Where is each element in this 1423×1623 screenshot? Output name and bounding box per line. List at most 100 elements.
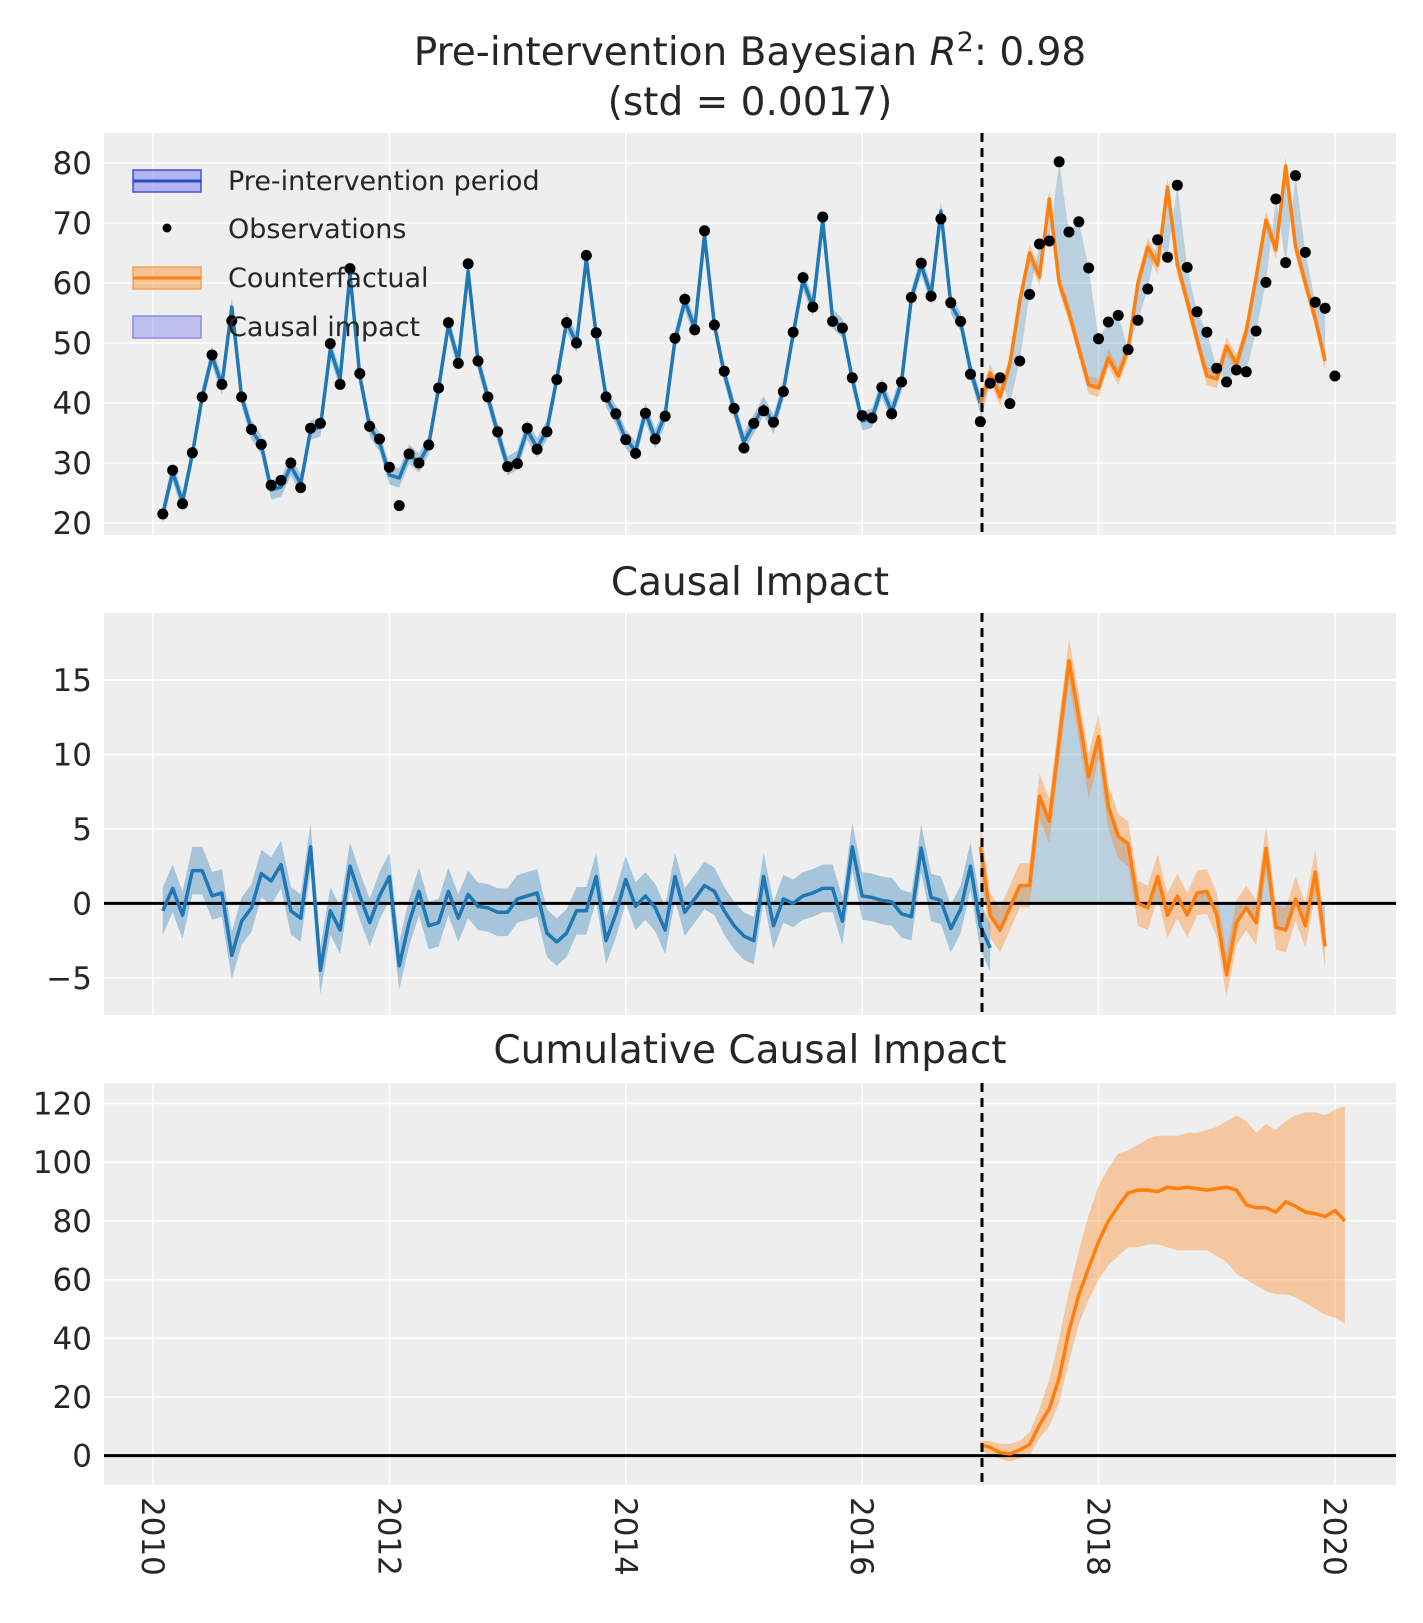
y-tick-label: 0 <box>72 886 92 922</box>
impact-area-fill <box>980 660 1326 975</box>
observation-point <box>255 438 267 450</box>
observation-point <box>935 213 947 225</box>
observation-point <box>1221 376 1233 388</box>
observation-point <box>1112 309 1124 321</box>
observation-point <box>305 422 317 434</box>
y-tick-label: 20 <box>53 1380 92 1416</box>
y-tick-label: 0 <box>72 1439 92 1475</box>
legend-item-causal-impact: Causal impact <box>132 312 420 343</box>
y-tick-label: 10 <box>53 737 92 773</box>
observation-point <box>1309 296 1321 308</box>
legend-item-pre-intervention: Pre-intervention period <box>132 166 540 197</box>
y-tick-labels: 120 100 80 60 40 20 0 <box>33 1087 92 1475</box>
observation-point <box>206 349 218 361</box>
legend-item-counterfactual: Counterfactual <box>132 263 429 294</box>
observation-point <box>728 402 740 414</box>
observation-point <box>610 408 622 420</box>
y-tick-label: 20 <box>53 506 92 542</box>
observation-point <box>827 315 839 327</box>
chart-subtitle: (std = 0.0017) <box>608 80 893 125</box>
observation-point <box>905 291 917 303</box>
observation-point <box>521 422 533 434</box>
observation-point <box>994 372 1006 384</box>
observation-point <box>718 365 730 377</box>
observation-point <box>561 317 573 329</box>
observation-point <box>1329 370 1341 382</box>
observation-point <box>817 211 829 223</box>
observation-point <box>915 257 927 269</box>
observation-point <box>157 508 169 520</box>
observation-point <box>964 368 976 380</box>
observation-point <box>364 420 376 432</box>
observation-point <box>1161 251 1173 263</box>
svg-text:Pre-intervention period: Pre-intervention period <box>228 166 540 197</box>
x-tick-label: 2018 <box>1080 1497 1116 1576</box>
observation-point <box>1043 235 1055 247</box>
cumulative-line <box>979 1185 1347 1456</box>
data-layer <box>157 156 1341 524</box>
y-tick-label: 100 <box>33 1145 92 1181</box>
observation-point <box>1024 288 1036 300</box>
observation-point <box>689 324 701 336</box>
y-tick-label: 60 <box>53 1263 92 1299</box>
observation-point <box>856 410 868 422</box>
svg-text:Observations: Observations <box>228 214 406 245</box>
observation-point <box>492 426 504 438</box>
observation-point <box>748 417 760 429</box>
panel-observations: 20 30 40 50 60 70 80 Pre-intervention Bayesian… <box>53 27 1396 542</box>
observation-point <box>659 410 671 422</box>
observation-point <box>630 447 642 459</box>
observation-point <box>708 319 720 331</box>
observation-point <box>1171 179 1183 191</box>
observation-point <box>886 408 898 420</box>
observation-point <box>472 355 484 367</box>
observation-point <box>1004 398 1016 410</box>
observation-point <box>1073 216 1085 228</box>
observation-point <box>265 479 277 491</box>
observation-point <box>1260 276 1272 288</box>
x-tick-label: 2014 <box>607 1497 643 1576</box>
observation-point <box>236 391 248 403</box>
observation-point <box>1211 362 1223 374</box>
observation-point <box>541 426 553 438</box>
counterfactual-band <box>980 157 1326 412</box>
observation-point <box>216 378 228 390</box>
observation-point <box>974 416 986 428</box>
cumulative-band <box>980 1106 1345 1462</box>
observation-point <box>1142 283 1154 295</box>
observation-point <box>984 377 996 389</box>
observation-point <box>797 272 809 284</box>
y-tick-labels: 20 30 40 50 60 70 80 <box>53 146 92 542</box>
observation-point <box>314 417 326 429</box>
y-tick-label: −5 <box>46 961 92 997</box>
svg-text:Counterfactual: Counterfactual <box>228 263 429 294</box>
observation-point <box>1063 226 1075 238</box>
chart-title: Causal Impact <box>611 560 889 605</box>
observation-point <box>423 439 435 451</box>
observation-point <box>639 407 651 419</box>
svg-text:Causal impact: Causal impact <box>228 312 420 343</box>
observation-point <box>334 378 346 390</box>
observation-point <box>413 457 425 469</box>
observation-point <box>196 391 208 403</box>
pre-impact-line <box>161 845 992 973</box>
observation-point <box>758 405 770 417</box>
plot-background <box>104 1083 1396 1485</box>
observation-point <box>275 474 287 486</box>
observation-point <box>374 433 386 445</box>
observation-point <box>738 442 750 454</box>
observation-point <box>1093 333 1105 345</box>
x-tick-label: 2012 <box>370 1497 406 1576</box>
y-tick-label: 80 <box>53 146 92 182</box>
observation-point <box>1191 306 1203 318</box>
observation-point <box>462 258 474 270</box>
observation-point <box>1132 314 1144 326</box>
y-tick-label: 80 <box>53 1204 92 1240</box>
observation-point <box>1122 344 1134 356</box>
observation-point <box>876 381 888 393</box>
observation-point <box>925 290 937 302</box>
observation-point <box>177 498 189 510</box>
chart-title: Cumulative Causal Impact <box>493 1028 1006 1073</box>
observation-point <box>482 391 494 403</box>
